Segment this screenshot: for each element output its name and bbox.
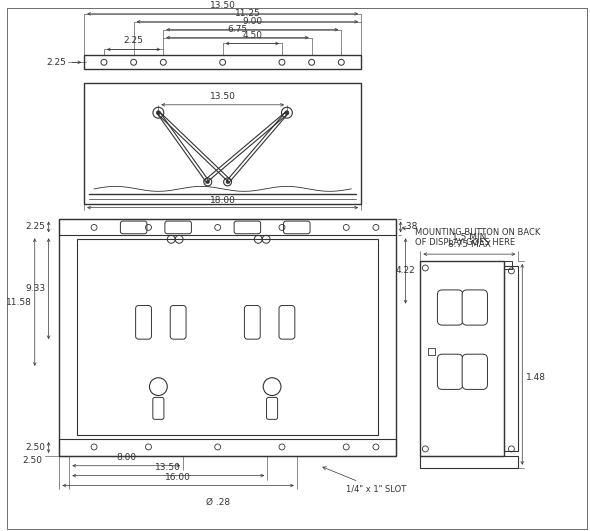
Text: 18.00: 18.00 [209,196,235,204]
Text: .38: .38 [402,222,417,232]
Text: MOUNTING BUTTON ON BACK
OF DISPLAY GOES HERE: MOUNTING BUTTON ON BACK OF DISPLAY GOES … [402,227,541,247]
Bar [77,239,378,435]
Bar [504,261,512,269]
Text: 8.75 MAX: 8.75 MAX [448,240,491,249]
Bar [60,219,396,456]
Text: 11.25: 11.25 [234,9,260,18]
FancyBboxPatch shape [165,221,191,234]
Text: 1/4" x 1" SLOT: 1/4" x 1" SLOT [323,467,407,493]
Text: Ø .28: Ø .28 [206,498,230,507]
Bar [421,456,518,468]
Text: 1.48: 1.48 [526,373,546,382]
Text: 4.22: 4.22 [396,267,415,276]
Text: 2.25: 2.25 [47,58,67,67]
Circle shape [226,181,229,183]
Text: 8.00: 8.00 [116,453,136,462]
Bar [84,55,361,69]
Text: 2.50: 2.50 [25,443,45,452]
Text: 2.50: 2.50 [22,456,42,465]
FancyBboxPatch shape [437,290,463,325]
FancyBboxPatch shape [171,305,186,339]
Circle shape [285,111,289,115]
Text: 16.00: 16.00 [165,473,191,482]
Text: 2.25: 2.25 [124,37,143,46]
Bar [428,348,435,355]
Text: 6.75: 6.75 [227,24,248,33]
Text: 13.50: 13.50 [209,1,235,10]
Circle shape [156,111,160,115]
Circle shape [206,181,209,183]
FancyBboxPatch shape [267,397,278,419]
FancyBboxPatch shape [234,221,261,234]
Text: 9.33: 9.33 [25,284,45,293]
FancyBboxPatch shape [136,305,152,339]
Text: 13.50: 13.50 [209,92,235,101]
Bar [421,261,504,456]
Text: 13.50: 13.50 [155,463,181,472]
Text: 2.25: 2.25 [26,222,45,232]
Text: 1.5 MIN: 1.5 MIN [452,233,487,242]
FancyBboxPatch shape [462,290,487,325]
Text: 4.50: 4.50 [242,31,263,39]
Bar [504,266,518,451]
FancyBboxPatch shape [437,354,463,389]
Text: 11.58: 11.58 [6,297,32,306]
Bar [84,83,361,204]
FancyBboxPatch shape [279,305,295,339]
FancyBboxPatch shape [153,397,164,419]
FancyBboxPatch shape [120,221,147,234]
Bar [60,219,396,235]
FancyBboxPatch shape [284,221,310,234]
Text: 9.00: 9.00 [242,16,263,25]
FancyBboxPatch shape [462,354,487,389]
FancyBboxPatch shape [244,305,260,339]
Bar [60,439,396,456]
